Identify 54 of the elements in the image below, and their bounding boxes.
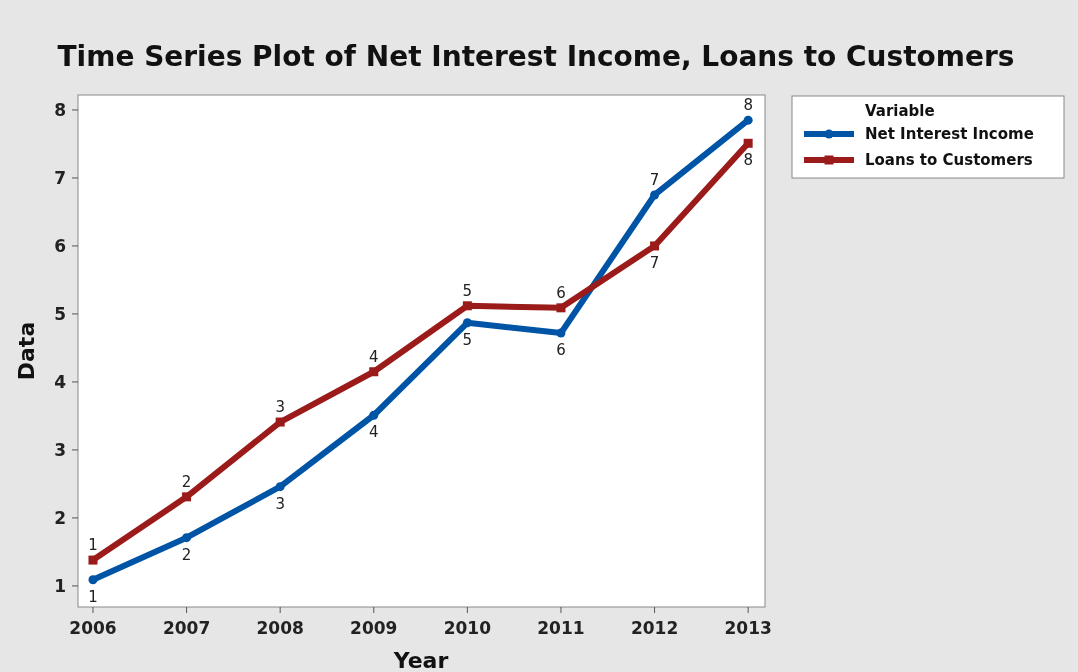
x-tick-label: 2008 [256, 618, 304, 638]
annotation: 7 [649, 253, 660, 272]
annotation: 5 [462, 330, 473, 349]
annotation: 4 [368, 423, 379, 442]
y-tick-label: 5 [54, 303, 66, 324]
annotation: 4 [368, 347, 379, 366]
point [650, 241, 660, 251]
x-tick-label: 2010 [443, 618, 492, 638]
point [650, 190, 660, 200]
y-axis-title: Data [14, 321, 39, 381]
point [369, 367, 379, 377]
annotation: 6 [556, 283, 566, 302]
y-tick-label: 8 [54, 99, 66, 120]
x-tick-label: 2011 [537, 618, 585, 638]
annotation: 3 [275, 494, 285, 513]
x-tick-label: 2012 [630, 618, 679, 638]
point [182, 492, 192, 502]
annotation: 2 [181, 545, 192, 564]
annotation: 6 [556, 340, 566, 359]
point [369, 410, 379, 420]
x-tick-label: 2006 [69, 618, 117, 638]
y-tick-label: 6 [54, 235, 66, 256]
point [743, 115, 753, 125]
y-tick-label: 4 [54, 371, 67, 392]
legend-label: Loans to Customers [865, 151, 1033, 169]
y-tick-label: 3 [54, 439, 66, 460]
point [556, 328, 566, 338]
point [275, 417, 285, 427]
annotation: 3 [275, 398, 285, 417]
point [462, 301, 472, 311]
annotation: 5 [462, 281, 473, 300]
point [182, 533, 192, 543]
x-tick-label: 2007 [162, 618, 211, 638]
legend-label: Net Interest Income [865, 125, 1034, 143]
x-tick-label: 2013 [724, 618, 772, 638]
annotation: 1 [88, 536, 98, 555]
y-tick-label: 2 [54, 507, 66, 528]
annotation: 1 [88, 587, 98, 606]
point [462, 318, 472, 328]
annotation: 8 [743, 96, 753, 115]
y-tick-label: 1 [54, 575, 66, 596]
point [275, 482, 285, 492]
annotation: 2 [181, 472, 192, 491]
point [743, 138, 753, 148]
chart-title: Time Series Plot of Net Interest Income, Loans to Customers [57, 40, 1015, 73]
y-tick-label: 7 [54, 167, 66, 188]
legend-title: Variable [865, 102, 935, 120]
x-axis-title: Year [392, 648, 449, 672]
point [556, 303, 566, 313]
annotation: 8 [743, 151, 753, 170]
point [88, 575, 98, 585]
x-tick-label: 2009 [350, 618, 398, 638]
point [88, 555, 98, 565]
annotation: 7 [649, 170, 660, 189]
